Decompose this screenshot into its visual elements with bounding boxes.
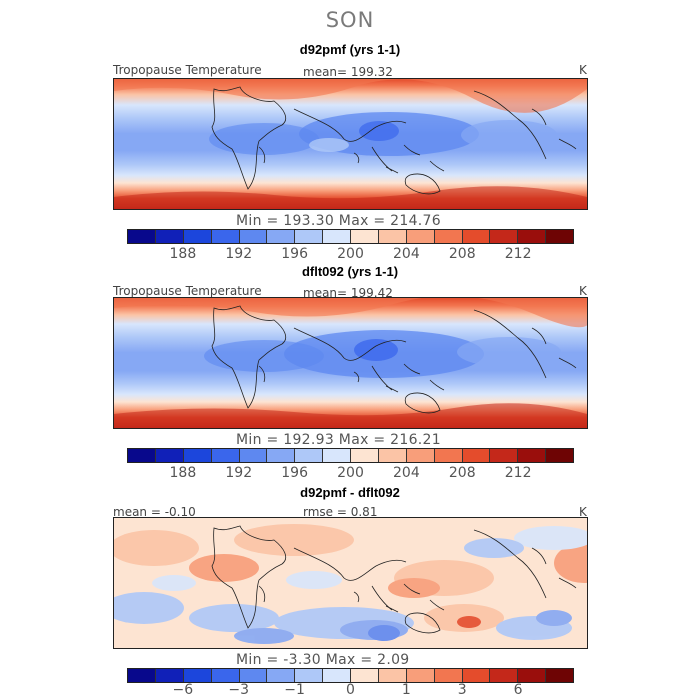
colorbar-swatch: [462, 230, 491, 243]
colorbar-swatch: [490, 449, 519, 462]
colorbar-swatch: [183, 230, 212, 243]
colorbar-swatch: [211, 230, 240, 243]
colorbar-tick-label: 204: [393, 246, 420, 262]
panel-3-rmse-label: rmse = 0.81: [303, 505, 378, 519]
panel-3-map: [113, 517, 588, 649]
colorbar-swatch: [239, 230, 268, 243]
colorbar-swatch: [378, 669, 407, 682]
panel-2-map: [113, 297, 588, 429]
colorbar-swatch: [267, 669, 296, 682]
colorbar-tick-label: 3: [457, 682, 467, 698]
colorbar-swatch: [351, 669, 379, 682]
colorbar-swatch: [462, 449, 491, 462]
panel-1-minmax: Min = 193.30 Max = 214.76: [236, 213, 441, 229]
colorbar-swatch: [462, 669, 491, 682]
colorbar-swatch: [546, 669, 573, 682]
colorbar-swatch: [128, 449, 156, 462]
colorbar-swatch: [406, 230, 435, 243]
colorbar-swatch: [155, 449, 184, 462]
panel-2-colorbar: [127, 448, 574, 463]
colorbar-swatch: [406, 449, 435, 462]
colorbar-swatch: [518, 669, 547, 682]
colorbar-swatch: [211, 449, 240, 462]
colorbar-tick-label: 0: [346, 682, 355, 698]
colorbar-swatch: [295, 669, 324, 682]
colorbar-tick-label: 212: [504, 246, 532, 262]
panel-2-map-svg: [114, 298, 587, 428]
colorbar-swatch: [351, 230, 379, 243]
colorbar-swatch: [239, 449, 268, 462]
colorbar-swatch: [518, 230, 547, 243]
panel-3-unit-label: K: [579, 505, 587, 519]
colorbar-tick-label: −6: [172, 682, 194, 698]
panel-2-mean-label: mean= 199.42: [303, 286, 393, 300]
colorbar-swatch: [434, 669, 463, 682]
colorbar-swatch: [155, 230, 184, 243]
colorbar-swatch: [128, 669, 156, 682]
colorbar-tick-label: 208: [448, 465, 476, 481]
colorbar-tick-label: 188: [169, 465, 197, 481]
panel-1-map: [113, 78, 588, 210]
colorbar-swatch: [406, 669, 435, 682]
colorbar-swatch: [378, 230, 407, 243]
colorbar-swatch: [323, 669, 351, 682]
colorbar-swatch: [267, 230, 296, 243]
colorbar-swatch: [546, 449, 573, 462]
colorbar-swatch: [239, 669, 268, 682]
panel-1-title: d92pmf (yrs 1-1): [299, 42, 401, 57]
colorbar-tick-label: 196: [281, 246, 308, 262]
colorbar-tick-label: 188: [169, 246, 197, 262]
colorbar-swatch: [183, 449, 212, 462]
panel-2-variable-label: Tropopause Temperature: [113, 284, 262, 298]
colorbar-swatch: [490, 669, 519, 682]
colorbar-swatch: [434, 230, 463, 243]
colorbar-swatch: [155, 669, 184, 682]
colorbar-tick-label: −3: [228, 682, 250, 698]
panel-3-mean-label: mean = -0.10: [113, 505, 196, 519]
colorbar-swatch: [434, 449, 463, 462]
panel-1-mean-label: mean= 199.32: [303, 65, 393, 79]
colorbar-tick-label: 192: [225, 246, 253, 262]
colorbar-tick-label: 1: [401, 682, 411, 698]
panel-1-variable-label: Tropopause Temperature: [113, 63, 262, 77]
colorbar-swatch: [211, 669, 240, 682]
colorbar-swatch: [378, 449, 407, 462]
colorbar-swatch: [490, 230, 519, 243]
panel-3-colorbar-ticks: −6 −3 −1 0 1 3 6: [127, 682, 574, 700]
panel-3-minmax: Min = -3.30 Max = 2.09: [236, 652, 410, 668]
colorbar-tick-label: 196: [281, 465, 308, 481]
panel-3-colorbar: [127, 668, 574, 683]
panel-2-title: dflt092 (yrs 1-1): [301, 264, 399, 279]
colorbar-tick-label: −1: [284, 682, 305, 698]
panel-2-unit-label: K: [579, 284, 587, 298]
panel-2-colorbar-ticks: 188 192 196 200 204 208 212: [127, 465, 574, 483]
colorbar-tick-label: 6: [513, 682, 523, 698]
colorbar-swatch: [546, 230, 573, 243]
panel-2-minmax: Min = 192.93 Max = 216.21: [236, 432, 441, 448]
colorbar-swatch: [295, 449, 324, 462]
colorbar-swatch: [351, 449, 379, 462]
panel-3-map-svg: [114, 518, 587, 648]
colorbar-swatch: [128, 230, 156, 243]
colorbar-tick-label: 208: [448, 246, 476, 262]
figure-title: SON: [325, 8, 375, 32]
colorbar-swatch: [323, 449, 351, 462]
colorbar-swatch: [518, 449, 547, 462]
panel-1-colorbar-ticks: 188 192 196 200 204 208 212: [127, 246, 574, 264]
panel-1-unit-label: K: [579, 63, 587, 77]
panel-1-colorbar: [127, 229, 574, 244]
colorbar-tick-label: 192: [225, 465, 253, 481]
colorbar-tick-label: 200: [337, 246, 364, 262]
colorbar-tick-label: 212: [504, 465, 532, 481]
colorbar-swatch: [295, 230, 324, 243]
colorbar-tick-label: 204: [393, 465, 420, 481]
colorbar-swatch: [183, 669, 212, 682]
colorbar-tick-label: 200: [337, 465, 364, 481]
panel-1-map-svg: [114, 79, 587, 209]
panel-3-title: d92pmf - dflt092: [300, 485, 400, 500]
colorbar-swatch: [267, 449, 296, 462]
colorbar-swatch: [323, 230, 351, 243]
